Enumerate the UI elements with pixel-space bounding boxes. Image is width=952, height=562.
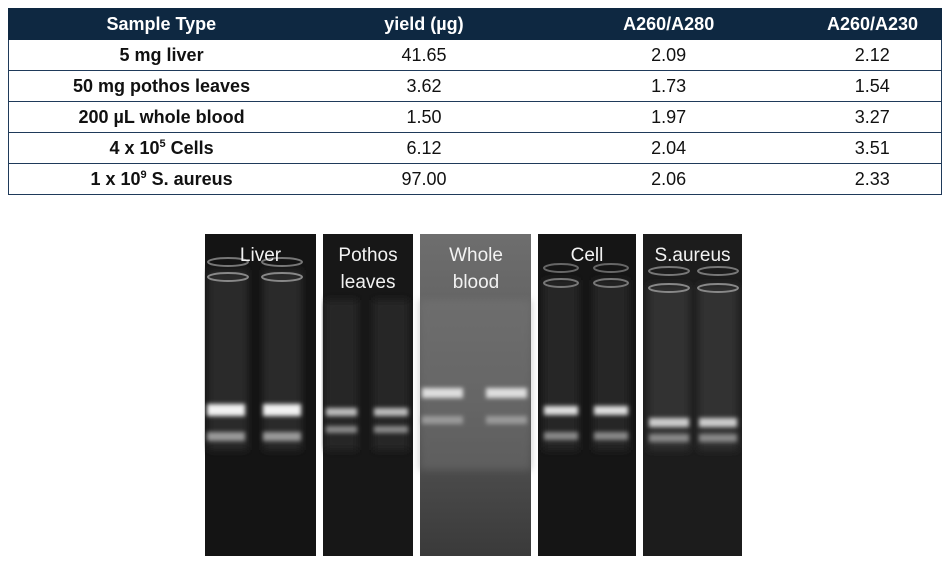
header-cell: A260/A230 bbox=[803, 8, 942, 40]
table-cell: 1 x 109 S. aureus bbox=[8, 163, 315, 195]
table-cell: 1.73 bbox=[533, 70, 804, 102]
cell-text: 1 x 10 bbox=[90, 168, 141, 189]
table-row: 50 mg pothos leaves 3.62 1.73 1.54 bbox=[8, 70, 942, 102]
gel-label: Whole blood bbox=[449, 245, 503, 293]
table-cell: 2.06 bbox=[533, 163, 804, 195]
header-row: Sample Type yield (µg) A260/A280 A260/A230 bbox=[8, 8, 942, 40]
table-cell: 1.54 bbox=[803, 70, 942, 102]
gel-label: S.aureus bbox=[654, 245, 731, 266]
gel-pothos bbox=[323, 234, 413, 556]
cell-text: Cells bbox=[165, 137, 214, 158]
table-row: 4 x 105 Cells 6.12 2.04 3.51 bbox=[8, 132, 942, 164]
table-cell: 1.97 bbox=[533, 101, 804, 133]
table-cell: 6.12 bbox=[314, 132, 534, 164]
gel-label: Cell bbox=[570, 245, 604, 266]
gel-s-aureus bbox=[643, 234, 742, 556]
superscript: 5 bbox=[159, 137, 166, 150]
table-cell: 2.04 bbox=[533, 132, 804, 164]
cell-text: 4 x 10 bbox=[109, 137, 160, 158]
gel-liver bbox=[205, 234, 316, 556]
table-cell: 2.12 bbox=[803, 39, 942, 71]
table-body: 5 mg liver 41.65 2.09 2.12 50 mg pothos leav… bbox=[8, 39, 942, 195]
gel-label: Liver bbox=[239, 245, 282, 266]
table-cell: 50 mg pothos leaves bbox=[8, 70, 315, 102]
table-cell: 200 µL whole blood bbox=[8, 101, 315, 133]
table-row: 1 x 109 S. aureus 97.00 2.06 2.33 bbox=[8, 163, 942, 195]
table-cell: 2.33 bbox=[803, 163, 942, 195]
header-cell: Sample Type bbox=[8, 8, 315, 40]
table-cell: 3.27 bbox=[803, 101, 942, 133]
table-cell: 1.50 bbox=[314, 101, 534, 133]
table-cell: 4 x 105 Cells bbox=[8, 132, 315, 164]
table-row: 5 mg liver 41.65 2.09 2.12 bbox=[8, 39, 942, 71]
gel-whole-blood bbox=[420, 234, 531, 556]
table-cell: 97.00 bbox=[314, 163, 534, 195]
gel-cell bbox=[538, 234, 636, 556]
gel-label: Pothos leaves bbox=[338, 245, 398, 293]
cell-text: S. aureus bbox=[146, 168, 233, 189]
table-row: 200 µL whole blood 1.50 1.97 3.27 bbox=[8, 101, 942, 133]
superscript: 9 bbox=[140, 168, 147, 181]
results-table: Sample Type yield (µg) A260/A280 A260/A230 … bbox=[8, 8, 942, 195]
table-cell: 5 mg liver bbox=[8, 39, 315, 71]
table-cell: 41.65 bbox=[314, 39, 534, 71]
